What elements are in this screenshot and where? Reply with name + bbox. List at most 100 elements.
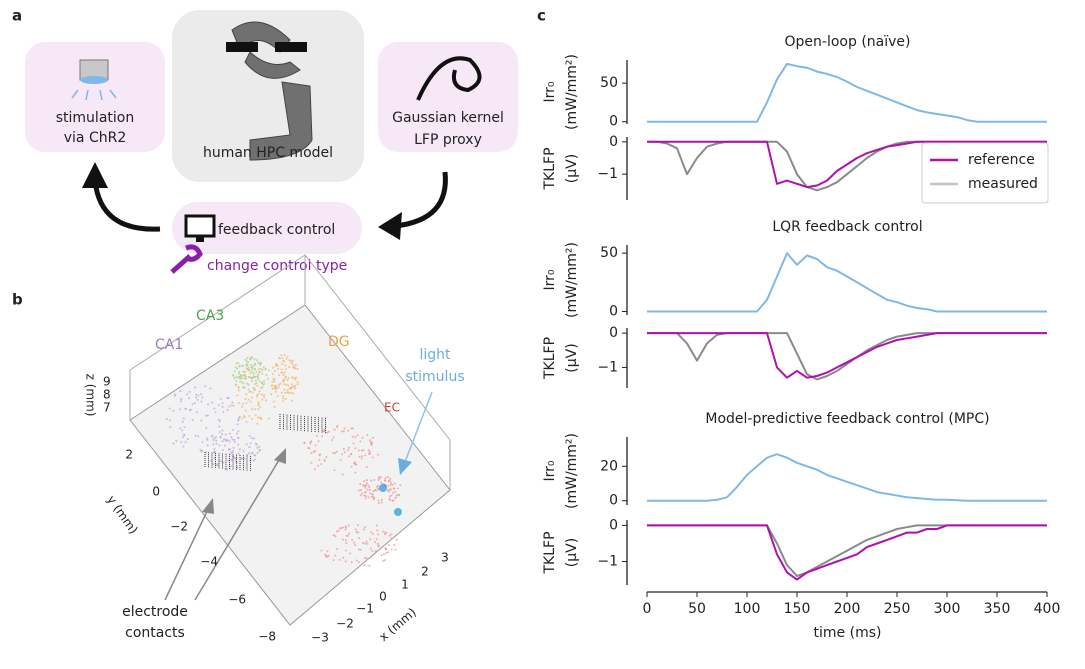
cell-dot <box>247 361 250 364</box>
series-line <box>647 62 1047 123</box>
cell-dot <box>274 390 277 393</box>
cell-dot <box>262 383 265 386</box>
cell-dot <box>253 358 256 361</box>
cell-dot <box>376 542 379 545</box>
cell-dot <box>377 453 380 456</box>
cell-dot <box>251 366 254 369</box>
cell-dot <box>354 471 357 474</box>
cell-dot <box>384 477 387 480</box>
cell-clouds <box>165 353 402 567</box>
cell-dot <box>343 451 346 454</box>
cell-dot <box>308 447 311 450</box>
cell-dot <box>262 366 265 369</box>
cell-dot <box>251 417 254 420</box>
cell-dot <box>363 526 366 529</box>
cell-dot <box>355 559 358 562</box>
cell-dot <box>356 524 359 527</box>
cell-dot <box>214 436 217 439</box>
cell-dot <box>348 446 351 449</box>
cell-dot <box>342 430 345 433</box>
cell-dot <box>377 499 380 502</box>
cell-dot <box>361 541 364 544</box>
cell-dot <box>397 494 400 497</box>
cell-dot <box>230 404 233 407</box>
y-axis-label: (μV) <box>564 343 580 372</box>
cell-dot <box>191 403 194 406</box>
cell-dot <box>215 442 218 445</box>
light-spot <box>379 484 387 492</box>
axis-label: z (mm) <box>84 374 98 417</box>
cell-dot <box>377 487 380 490</box>
cell-dot <box>244 398 247 401</box>
cell-dot <box>212 463 215 466</box>
cell-dot <box>323 428 326 431</box>
cell-dot <box>281 371 284 374</box>
cell-dot <box>250 408 253 411</box>
cell-dot <box>344 525 347 528</box>
cell-dot <box>218 420 221 423</box>
cell-dot <box>334 554 337 557</box>
proxy-text: LFP proxy <box>414 132 482 148</box>
cell-dot <box>325 456 328 459</box>
cell-dot <box>251 452 254 455</box>
cell-dot <box>354 447 357 450</box>
cell-dot <box>270 384 273 387</box>
cell-dot <box>310 452 313 455</box>
cell-dot <box>213 448 216 451</box>
cell-dot <box>240 374 243 377</box>
cell-dot <box>393 544 396 547</box>
cell-dot <box>365 540 368 543</box>
cell-dot <box>274 370 277 373</box>
cell-dot <box>292 365 295 368</box>
cell-dot <box>377 533 380 536</box>
cell-dot <box>396 487 399 490</box>
x-tick-label: 50 <box>688 601 706 617</box>
cell-dot <box>228 440 231 443</box>
cell-dot <box>360 449 363 452</box>
y-tick: 0 <box>152 485 160 499</box>
cell-dot <box>341 453 344 456</box>
cell-dot <box>371 532 374 535</box>
cell-dot <box>370 443 373 446</box>
z-tick: 9 <box>103 375 111 389</box>
cell-dot <box>296 383 299 386</box>
y-tick: −4 <box>200 555 218 569</box>
cell-dot <box>389 481 392 484</box>
cell-dot <box>272 366 275 369</box>
cell-dot <box>314 444 317 447</box>
x-tick: 2 <box>421 565 429 579</box>
cell-dot <box>303 442 306 445</box>
cell-dot <box>255 359 258 362</box>
cell-dot <box>277 386 280 389</box>
cell-dot <box>374 541 377 544</box>
change-text: change control type <box>207 258 347 274</box>
light-rays <box>71 89 117 101</box>
cell-dot <box>228 432 231 435</box>
cell-dot <box>256 416 259 419</box>
x-tick: 1 <box>401 578 409 592</box>
cell-dot <box>354 463 357 466</box>
cell-dot <box>347 449 350 452</box>
cell-dot <box>388 495 391 498</box>
cell-dot <box>373 496 376 499</box>
y-tick: −2 <box>170 520 188 534</box>
cell-dot <box>205 451 208 454</box>
cell-dot <box>252 364 255 367</box>
cell-dot <box>169 419 172 422</box>
cell-dot <box>243 416 246 419</box>
y-tick: 2 <box>125 448 133 462</box>
cell-dot <box>206 414 209 417</box>
cell-dot <box>342 556 345 559</box>
model-box <box>172 10 364 182</box>
cell-dot <box>236 394 239 397</box>
cell-dot <box>379 476 382 479</box>
cell-dot <box>383 533 386 536</box>
y-tick-label: 20 <box>600 458 618 474</box>
series-line <box>647 524 1047 577</box>
cell-dot <box>238 448 241 451</box>
cell-dot <box>263 394 266 397</box>
cell-dot <box>237 452 240 455</box>
region-label: DG <box>328 334 350 350</box>
cell-dot <box>231 451 234 454</box>
cell-dot <box>183 434 186 437</box>
